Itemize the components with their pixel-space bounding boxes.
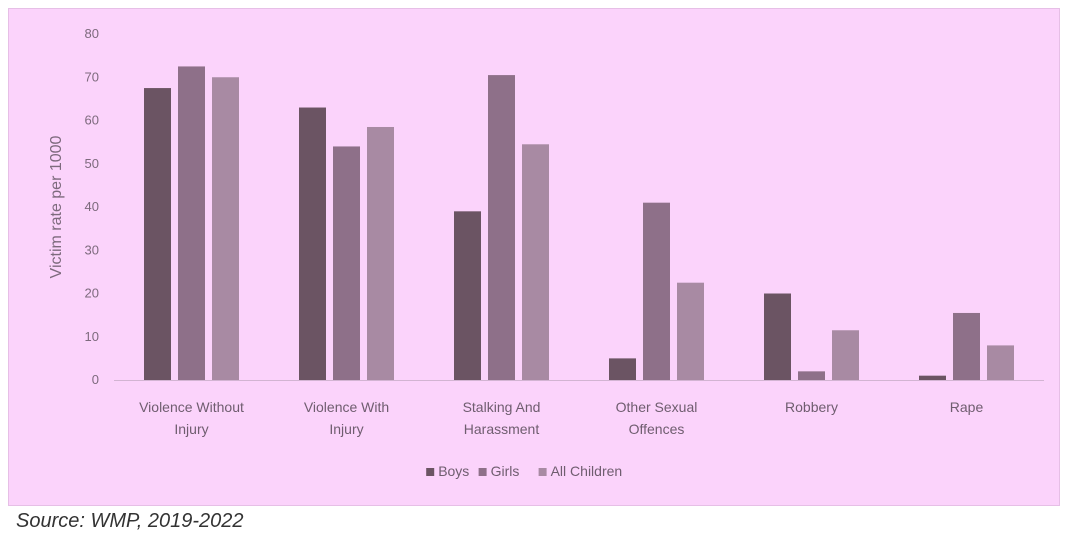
bar bbox=[798, 371, 825, 380]
legend-swatch bbox=[426, 468, 435, 476]
category-label: Injury bbox=[174, 421, 208, 437]
legend-label: Girls bbox=[491, 463, 520, 479]
bar bbox=[367, 126, 394, 380]
bar bbox=[178, 66, 205, 380]
y-tick-label: 10 bbox=[85, 329, 99, 344]
bar bbox=[299, 107, 326, 381]
category-label: Violence With bbox=[304, 399, 389, 415]
y-tick-label: 60 bbox=[85, 113, 99, 128]
bar bbox=[609, 358, 636, 380]
bar bbox=[764, 293, 791, 380]
y-tick-label: 70 bbox=[85, 69, 99, 84]
y-tick-label: 30 bbox=[85, 242, 99, 257]
category-label: Rape bbox=[950, 399, 984, 415]
bar bbox=[333, 146, 360, 380]
category-label: Offences bbox=[629, 421, 685, 437]
y-tick-label: 50 bbox=[85, 156, 99, 171]
chart-panel: 0 10 20 30 40 50 60 70 80 Victim rate per 1000 Vio… bbox=[8, 8, 1060, 506]
y-tick-label: 80 bbox=[85, 26, 99, 41]
legend-label: Boys bbox=[438, 463, 469, 479]
y-tick-label: 40 bbox=[85, 199, 99, 214]
bar bbox=[522, 144, 549, 380]
bar bbox=[488, 75, 515, 381]
category-label: Stalking And bbox=[463, 399, 541, 415]
legend-swatch bbox=[478, 468, 487, 476]
bar bbox=[144, 88, 171, 380]
bar bbox=[643, 202, 670, 380]
legend-label: All Children bbox=[551, 463, 623, 479]
legend-swatch bbox=[538, 468, 547, 476]
bar bbox=[832, 330, 859, 380]
y-tick-label: 0 bbox=[92, 372, 99, 387]
category-label: Injury bbox=[329, 421, 363, 437]
y-axis-title: Victim rate per 1000 bbox=[48, 135, 65, 278]
bar bbox=[677, 282, 704, 380]
y-tick-label: 20 bbox=[85, 286, 99, 301]
category-label: Harassment bbox=[464, 421, 540, 437]
category-label: Robbery bbox=[785, 399, 838, 415]
source-note: Source: WMP, 2019-2022 bbox=[16, 510, 244, 532]
bar bbox=[454, 211, 481, 380]
category-label: Other Sexual bbox=[616, 399, 698, 415]
bar bbox=[953, 312, 980, 380]
bar-chart: 0 10 20 30 40 50 60 70 80 Victim rate per 1000 Vio… bbox=[48, 26, 1044, 479]
bar bbox=[212, 77, 239, 380]
bar bbox=[987, 345, 1014, 380]
bar bbox=[919, 375, 946, 380]
category-label: Violence Without bbox=[139, 399, 244, 415]
